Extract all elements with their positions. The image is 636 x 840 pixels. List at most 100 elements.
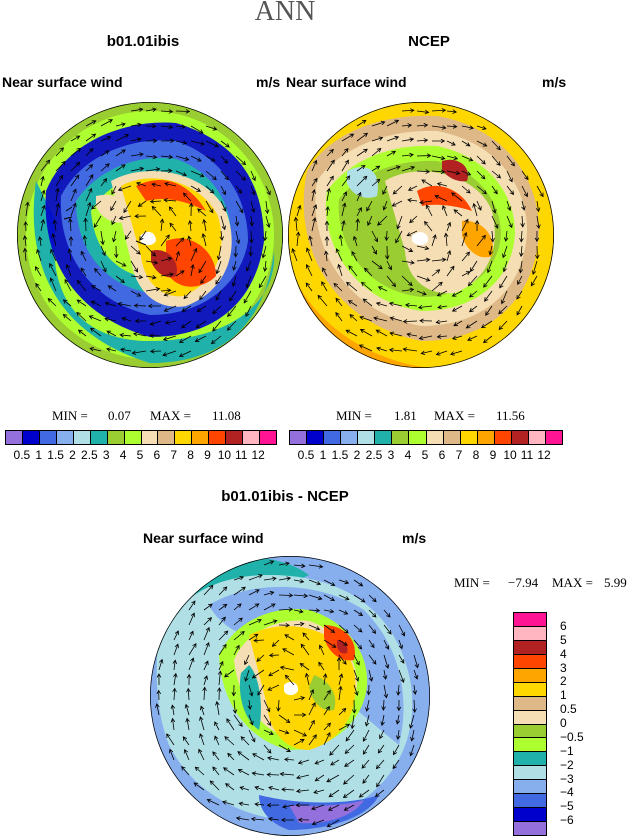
wind-vector-arrow (164, 181, 177, 187)
wind-vector-arrow (519, 230, 524, 243)
wind-vector-arrow (449, 350, 463, 356)
wind-vector-arrow (335, 311, 343, 322)
panel2-max-value: 11.56 (496, 408, 525, 423)
wind-vector-arrow (302, 632, 310, 641)
wind-vector-arrow (338, 723, 351, 731)
wind-vector-arrow (384, 230, 389, 242)
wind-vector-arrow (308, 564, 324, 569)
wind-vector-arrow (100, 260, 107, 273)
wind-vector-arrow (235, 185, 242, 194)
panel3-colorbar-tick-label: −0.5 (560, 729, 584, 744)
wind-vector-arrow (364, 714, 370, 727)
wind-vector-arrow (231, 684, 237, 697)
wind-vector-arrow (250, 200, 256, 213)
wind-vector-arrow (431, 125, 447, 130)
wind-vector-arrow (160, 168, 173, 174)
wind-vector-arrow (483, 275, 493, 288)
wind-vector-arrow (119, 332, 132, 338)
wind-vector-arrow (362, 744, 370, 755)
panel2-colorbar-tick-label: 11 (520, 448, 534, 462)
wind-vector-arrow (467, 335, 478, 341)
panel1-colorbar-tick-label: 11 (235, 448, 248, 462)
wind-vector-arrow (115, 134, 130, 142)
panel3-colorbar-tick-label: −6 (560, 813, 574, 828)
wind-vector-arrow (398, 654, 405, 664)
panel2-colorbar-tick-label: 7 (455, 448, 463, 462)
wind-vector-arrow (222, 767, 235, 776)
wind-vector-arrow (65, 263, 72, 277)
wind-vector-arrow (205, 155, 216, 162)
wind-vector-arrow (233, 630, 245, 641)
wind-vector-arrow (215, 290, 222, 301)
panel3-colorbar-tick-label: −4 (560, 785, 574, 800)
wind-vector-arrow (91, 200, 102, 210)
panel2-units-label: m/s (542, 74, 567, 90)
wind-vector-arrow (248, 603, 260, 611)
wind-vector-arrow (114, 245, 119, 259)
wind-vector-arrow (461, 170, 472, 176)
wind-vector-arrow (451, 192, 463, 202)
wind-vector-arrow (181, 766, 190, 776)
wind-vector-arrow (353, 624, 363, 633)
wind-vector-arrow (377, 215, 388, 226)
wind-vector-arrow (110, 200, 117, 212)
wind-vector-arrow (218, 643, 227, 656)
wind-vector-arrow (356, 119, 367, 127)
wind-vector-arrow (382, 200, 388, 211)
wind-vector-arrow (382, 669, 388, 680)
wind-vector-arrow (356, 132, 369, 142)
wind-vector-arrow (293, 578, 305, 584)
wind-vector-arrow (342, 789, 355, 799)
panel2-polar-map (288, 102, 554, 368)
wind-vector-arrow (468, 305, 478, 313)
wind-vector-arrow (62, 313, 72, 322)
panel3-colorbar-tick-label: 5 (560, 632, 567, 647)
panel3-units-label: m/s (402, 530, 427, 546)
wind-vector-arrow (353, 579, 364, 587)
wind-vector-arrow (366, 200, 373, 212)
wind-vector-arrow (36, 248, 42, 262)
wind-vector-arrow (284, 634, 295, 641)
wind-vector-arrow (451, 305, 463, 312)
wind-vector-arrow (398, 639, 404, 650)
wind-vector-arrow (85, 201, 92, 217)
wind-vector-arrow (188, 202, 194, 217)
wind-vector-arrow (375, 329, 388, 337)
wind-vector-arrow (356, 164, 366, 172)
wind-vector-arrow (134, 318, 147, 324)
wind-vector-arrow (203, 603, 213, 611)
wind-vector-arrow (178, 350, 192, 358)
wind-vector-arrow (516, 305, 523, 316)
panel3-colorbar-swatch (514, 808, 546, 823)
wind-vector-arrow (305, 247, 313, 262)
wind-vector-arrow (233, 644, 240, 656)
panel2-colorbar-swatch (545, 431, 562, 444)
wind-vector-arrow (300, 643, 310, 656)
wind-vector-arrow (67, 248, 73, 262)
panel3-colorbar-swatch (514, 640, 546, 655)
wind-vector-arrow (341, 202, 347, 217)
wind-vector-arrow (338, 685, 343, 701)
wind-vector-arrow (293, 739, 305, 746)
wind-vector-arrow (203, 641, 210, 656)
wind-vector-arrow (215, 275, 222, 285)
wind-vector-arrow (203, 626, 210, 641)
wind-vector-arrow (203, 584, 214, 596)
wind-vector-arrow (476, 185, 487, 195)
wind-vector-arrow (233, 617, 243, 626)
wind-vector-arrow (345, 329, 358, 337)
wind-vector-arrow (263, 603, 276, 611)
wind-vector-arrow (235, 200, 244, 214)
wind-vector-arrow (442, 205, 448, 217)
wind-vector-arrow (336, 656, 342, 671)
wind-vector-arrow (295, 231, 301, 247)
wind-vector-arrow (115, 260, 127, 267)
wind-vector-arrow (412, 699, 417, 714)
wind-vector-arrow (168, 206, 177, 217)
wind-vector-arrow (401, 152, 414, 158)
wind-vector-arrow (416, 153, 432, 158)
wind-vector-arrow (271, 639, 280, 647)
wind-vector-arrow (182, 192, 192, 202)
wind-vector-arrow (359, 315, 373, 322)
wind-vector-arrow (338, 639, 348, 646)
